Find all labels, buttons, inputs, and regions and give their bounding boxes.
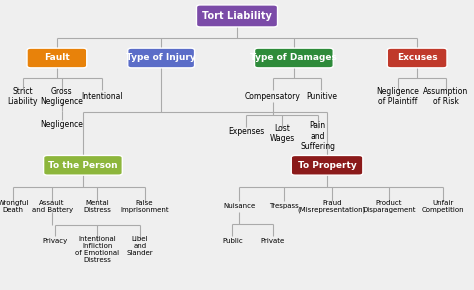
Text: To Property: To Property — [298, 161, 356, 170]
Text: Punitive: Punitive — [306, 92, 337, 101]
Text: Assumption
of Risk: Assumption of Risk — [423, 87, 468, 106]
Text: Type of Injury: Type of Injury — [126, 53, 196, 63]
Text: Libel
and
Slander: Libel and Slander — [127, 236, 153, 256]
Text: Pain
and
Suffering: Pain and Suffering — [300, 122, 335, 151]
FancyBboxPatch shape — [291, 155, 363, 175]
Text: Compensatory: Compensatory — [245, 92, 301, 101]
FancyBboxPatch shape — [387, 48, 447, 68]
Text: Trespass: Trespass — [270, 204, 299, 209]
Text: Wrongful
Death: Wrongful Death — [0, 200, 29, 213]
Text: Assault
and Battery: Assault and Battery — [32, 200, 73, 213]
Text: Expenses: Expenses — [228, 127, 264, 137]
Text: Nuisance: Nuisance — [223, 204, 255, 209]
Text: Gross
Negligence: Gross Negligence — [40, 87, 83, 106]
Text: Intentional: Intentional — [81, 92, 123, 101]
Text: Fraud
(Misrepresentation): Fraud (Misrepresentation) — [298, 200, 366, 213]
Text: Mental
Distress: Mental Distress — [83, 200, 111, 213]
Text: To the Person: To the Person — [48, 161, 118, 170]
Text: Intentional
Infliction
of Emotional
Distress: Intentional Infliction of Emotional Dist… — [75, 236, 119, 264]
Text: Fault: Fault — [44, 53, 70, 63]
FancyBboxPatch shape — [255, 48, 333, 68]
Text: Private: Private — [260, 238, 285, 244]
Text: Privacy: Privacy — [42, 238, 67, 244]
Text: Tort Liability: Tort Liability — [202, 11, 272, 21]
Text: False
Imprisonment: False Imprisonment — [120, 200, 169, 213]
FancyBboxPatch shape — [196, 5, 277, 27]
FancyBboxPatch shape — [44, 155, 122, 175]
Text: Lost
Wages: Lost Wages — [269, 124, 295, 143]
FancyBboxPatch shape — [128, 48, 195, 68]
Text: Negligence
of Plaintiff: Negligence of Plaintiff — [377, 87, 419, 106]
Text: Type of Damages: Type of Damages — [250, 53, 337, 63]
FancyBboxPatch shape — [27, 48, 87, 68]
Text: Unfair
Competition: Unfair Competition — [422, 200, 465, 213]
Text: Public: Public — [222, 238, 243, 244]
Text: Strict
Liability: Strict Liability — [8, 87, 38, 106]
Text: Negligence: Negligence — [40, 120, 83, 129]
Text: Product
Disparagement: Product Disparagement — [362, 200, 415, 213]
Text: Excuses: Excuses — [397, 53, 438, 63]
